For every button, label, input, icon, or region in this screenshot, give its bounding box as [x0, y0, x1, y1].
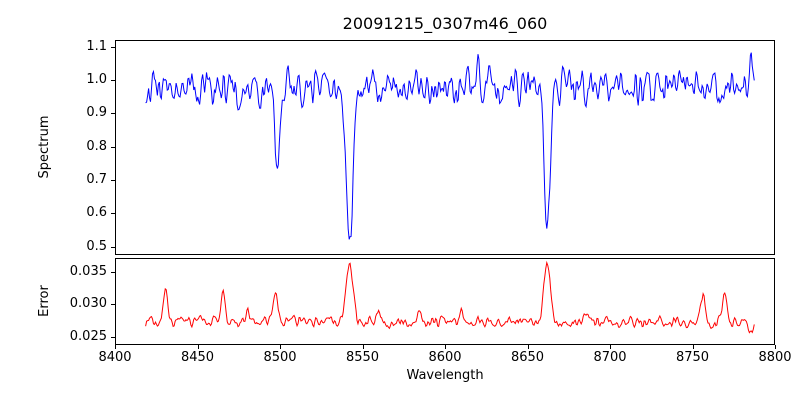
spectrum-y-tick-mark: [111, 146, 115, 148]
x-tick-label: 8550: [345, 350, 380, 365]
spectrum-y-tick-label: 0.8: [86, 138, 107, 154]
x-tick-mark: [115, 345, 116, 349]
x-axis-label: Wavelength: [406, 368, 484, 383]
x-tick-mark: [527, 345, 529, 349]
error-panel: [115, 258, 775, 345]
x-tick-label: 8400: [98, 350, 132, 365]
x-tick-mark: [197, 345, 199, 349]
spectrum-y-tick-label: 0.9: [86, 105, 107, 121]
x-tick-mark: [280, 345, 281, 349]
spectrum-y-tick-label: 0.7: [86, 172, 107, 187]
spectrum-y-tick-mark: [111, 246, 115, 248]
error-y-tick-mark: [111, 336, 115, 338]
x-tick-mark: [362, 345, 364, 349]
error-line: [145, 260, 755, 334]
spectrum-y-tick-label: 0.6: [86, 205, 107, 221]
spectrum-y-tick-mark: [111, 180, 115, 181]
error-y-tick-mark: [111, 304, 115, 306]
spectrum-y-tick-label: 0.5: [86, 238, 107, 254]
error-y-tick-label: 0.035: [69, 264, 107, 280]
x-tick-mark: [445, 345, 446, 349]
x-tick-label: 8750: [675, 350, 710, 365]
error-y-tick-label: 0.030: [69, 296, 107, 312]
spectrum-y-tick-mark: [111, 46, 115, 48]
x-tick-label: 8500: [263, 350, 297, 365]
error-line-svg: [145, 260, 755, 334]
x-tick-mark: [610, 345, 611, 349]
spectrum-y-axis-label: Spectrum: [37, 115, 52, 179]
x-tick-label: 8700: [593, 350, 627, 365]
spectrum-y-tick-label: 1.1: [86, 38, 107, 54]
spectrum-y-tick-mark: [111, 213, 115, 215]
spectrum-y-tick-mark: [111, 80, 115, 81]
x-tick-label: 8800: [758, 350, 792, 365]
error-y-tick-mark: [111, 272, 115, 274]
spectrum-y-tick-mark: [111, 113, 115, 115]
spectrum-line: [145, 52, 755, 240]
plot-title: 20091215_0307m46_060: [342, 14, 548, 33]
error-y-axis-label: Error: [37, 285, 52, 317]
error-y-tick-label: 0.025: [69, 328, 107, 344]
x-tick-label: 8600: [428, 350, 462, 365]
spectrum-line-svg: [145, 52, 755, 240]
spectrum-y-tick-label: 1.0: [86, 72, 107, 87]
x-tick-mark: [692, 345, 694, 349]
x-tick-mark: [775, 345, 776, 349]
spectrum-panel: [115, 40, 775, 255]
x-tick-label: 8450: [180, 350, 215, 365]
x-tick-label: 8650: [510, 350, 545, 365]
